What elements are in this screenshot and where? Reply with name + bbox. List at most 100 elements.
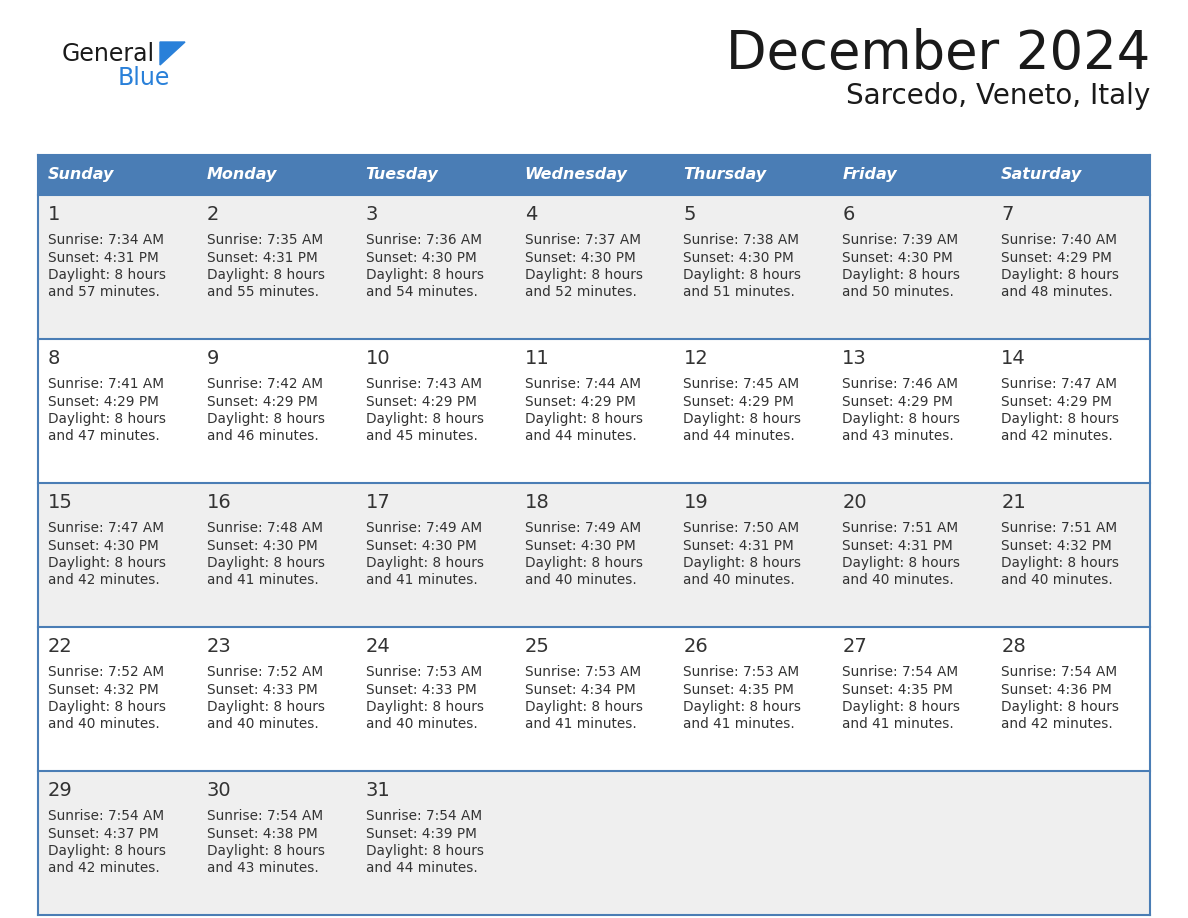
Text: Daylight: 8 hours: Daylight: 8 hours [366,700,484,714]
Text: and 44 minutes.: and 44 minutes. [683,430,795,443]
Text: Daylight: 8 hours: Daylight: 8 hours [366,556,484,570]
Text: Sunrise: 7:38 AM: Sunrise: 7:38 AM [683,233,800,247]
Text: December 2024: December 2024 [726,28,1150,80]
Text: Daylight: 8 hours: Daylight: 8 hours [207,412,324,426]
Bar [38,155,197,195]
Text: and 41 minutes.: and 41 minutes. [366,574,478,588]
Text: Sunset: 4:30 PM: Sunset: 4:30 PM [207,539,317,553]
Text: Daylight: 8 hours: Daylight: 8 hours [48,412,166,426]
Text: Sunset: 4:29 PM: Sunset: 4:29 PM [525,395,636,409]
Text: and 40 minutes.: and 40 minutes. [842,574,954,588]
Text: Friday: Friday [842,167,897,183]
Text: Sunrise: 7:43 AM: Sunrise: 7:43 AM [366,377,481,391]
Text: Sunset: 4:29 PM: Sunset: 4:29 PM [1001,395,1112,409]
Text: Daylight: 8 hours: Daylight: 8 hours [1001,412,1119,426]
Text: Saturday: Saturday [1001,167,1082,183]
Text: Sunset: 4:39 PM: Sunset: 4:39 PM [366,826,476,841]
Text: Daylight: 8 hours: Daylight: 8 hours [48,268,166,282]
Text: 18: 18 [525,493,549,512]
Text: and 57 minutes.: and 57 minutes. [48,285,160,299]
Text: Daylight: 8 hours: Daylight: 8 hours [842,268,960,282]
Text: and 46 minutes.: and 46 minutes. [207,430,318,443]
Text: Sunset: 4:30 PM: Sunset: 4:30 PM [842,251,953,264]
Text: Daylight: 8 hours: Daylight: 8 hours [207,556,324,570]
Text: General: General [62,42,156,66]
Text: Sunset: 4:29 PM: Sunset: 4:29 PM [48,395,159,409]
Text: Sunset: 4:29 PM: Sunset: 4:29 PM [1001,251,1112,264]
Text: Sunrise: 7:54 AM: Sunrise: 7:54 AM [1001,665,1117,679]
Text: 30: 30 [207,781,232,800]
Text: and 43 minutes.: and 43 minutes. [842,430,954,443]
Text: Sunset: 4:32 PM: Sunset: 4:32 PM [48,682,159,697]
Bar [38,339,1150,483]
Text: Daylight: 8 hours: Daylight: 8 hours [366,844,484,858]
Text: Daylight: 8 hours: Daylight: 8 hours [842,700,960,714]
Text: Sunset: 4:29 PM: Sunset: 4:29 PM [207,395,317,409]
Text: Sunrise: 7:47 AM: Sunrise: 7:47 AM [48,521,164,535]
Text: Sunrise: 7:45 AM: Sunrise: 7:45 AM [683,377,800,391]
Text: Sunrise: 7:34 AM: Sunrise: 7:34 AM [48,233,164,247]
Text: 29: 29 [48,781,72,800]
Text: 10: 10 [366,349,391,368]
Text: Sunrise: 7:54 AM: Sunrise: 7:54 AM [207,809,323,823]
Text: 6: 6 [842,205,854,224]
Text: Sunrise: 7:47 AM: Sunrise: 7:47 AM [1001,377,1117,391]
Text: Sunset: 4:36 PM: Sunset: 4:36 PM [1001,682,1112,697]
Text: 14: 14 [1001,349,1026,368]
Bar [38,483,1150,627]
Text: and 52 minutes.: and 52 minutes. [525,285,637,299]
Text: and 40 minutes.: and 40 minutes. [683,574,795,588]
Text: Sunset: 4:35 PM: Sunset: 4:35 PM [842,682,953,697]
Text: Sunset: 4:31 PM: Sunset: 4:31 PM [207,251,317,264]
Text: and 42 minutes.: and 42 minutes. [48,861,159,876]
Text: 1: 1 [48,205,61,224]
Text: Monday: Monday [207,167,277,183]
Text: and 41 minutes.: and 41 minutes. [525,718,637,732]
Text: 5: 5 [683,205,696,224]
Text: Sunset: 4:34 PM: Sunset: 4:34 PM [525,682,636,697]
Text: and 41 minutes.: and 41 minutes. [207,574,318,588]
Text: 16: 16 [207,493,232,512]
Text: 2: 2 [207,205,220,224]
Text: Daylight: 8 hours: Daylight: 8 hours [1001,700,1119,714]
Text: 17: 17 [366,493,391,512]
Text: Daylight: 8 hours: Daylight: 8 hours [842,556,960,570]
Bar [514,155,674,195]
Bar [38,627,1150,771]
Text: Daylight: 8 hours: Daylight: 8 hours [207,700,324,714]
Text: Sunset: 4:35 PM: Sunset: 4:35 PM [683,682,795,697]
Text: 26: 26 [683,637,708,656]
Text: Daylight: 8 hours: Daylight: 8 hours [683,268,802,282]
Text: 4: 4 [525,205,537,224]
Text: Daylight: 8 hours: Daylight: 8 hours [525,412,643,426]
Text: Daylight: 8 hours: Daylight: 8 hours [1001,268,1119,282]
Bar [833,155,991,195]
Text: Sunset: 4:30 PM: Sunset: 4:30 PM [683,251,795,264]
Text: 21: 21 [1001,493,1026,512]
Text: 23: 23 [207,637,232,656]
Text: and 40 minutes.: and 40 minutes. [366,718,478,732]
Text: and 45 minutes.: and 45 minutes. [366,430,478,443]
Text: Sunrise: 7:42 AM: Sunrise: 7:42 AM [207,377,323,391]
Text: Sunset: 4:29 PM: Sunset: 4:29 PM [842,395,953,409]
Text: and 43 minutes.: and 43 minutes. [207,861,318,876]
Text: Daylight: 8 hours: Daylight: 8 hours [207,268,324,282]
Text: Daylight: 8 hours: Daylight: 8 hours [48,844,166,858]
Text: and 44 minutes.: and 44 minutes. [525,430,637,443]
Polygon shape [160,42,185,65]
Bar [674,155,833,195]
Text: Sunset: 4:29 PM: Sunset: 4:29 PM [366,395,476,409]
Text: and 40 minutes.: and 40 minutes. [207,718,318,732]
Bar [355,155,514,195]
Text: 13: 13 [842,349,867,368]
Text: Tuesday: Tuesday [366,167,438,183]
Text: Wednesday: Wednesday [525,167,627,183]
Text: Sunrise: 7:49 AM: Sunrise: 7:49 AM [366,521,482,535]
Text: 9: 9 [207,349,220,368]
Text: Sunrise: 7:46 AM: Sunrise: 7:46 AM [842,377,959,391]
Text: Sunrise: 7:53 AM: Sunrise: 7:53 AM [525,665,640,679]
Text: and 41 minutes.: and 41 minutes. [683,718,795,732]
Text: Sunset: 4:31 PM: Sunset: 4:31 PM [683,539,795,553]
Text: and 44 minutes.: and 44 minutes. [366,861,478,876]
Text: 20: 20 [842,493,867,512]
